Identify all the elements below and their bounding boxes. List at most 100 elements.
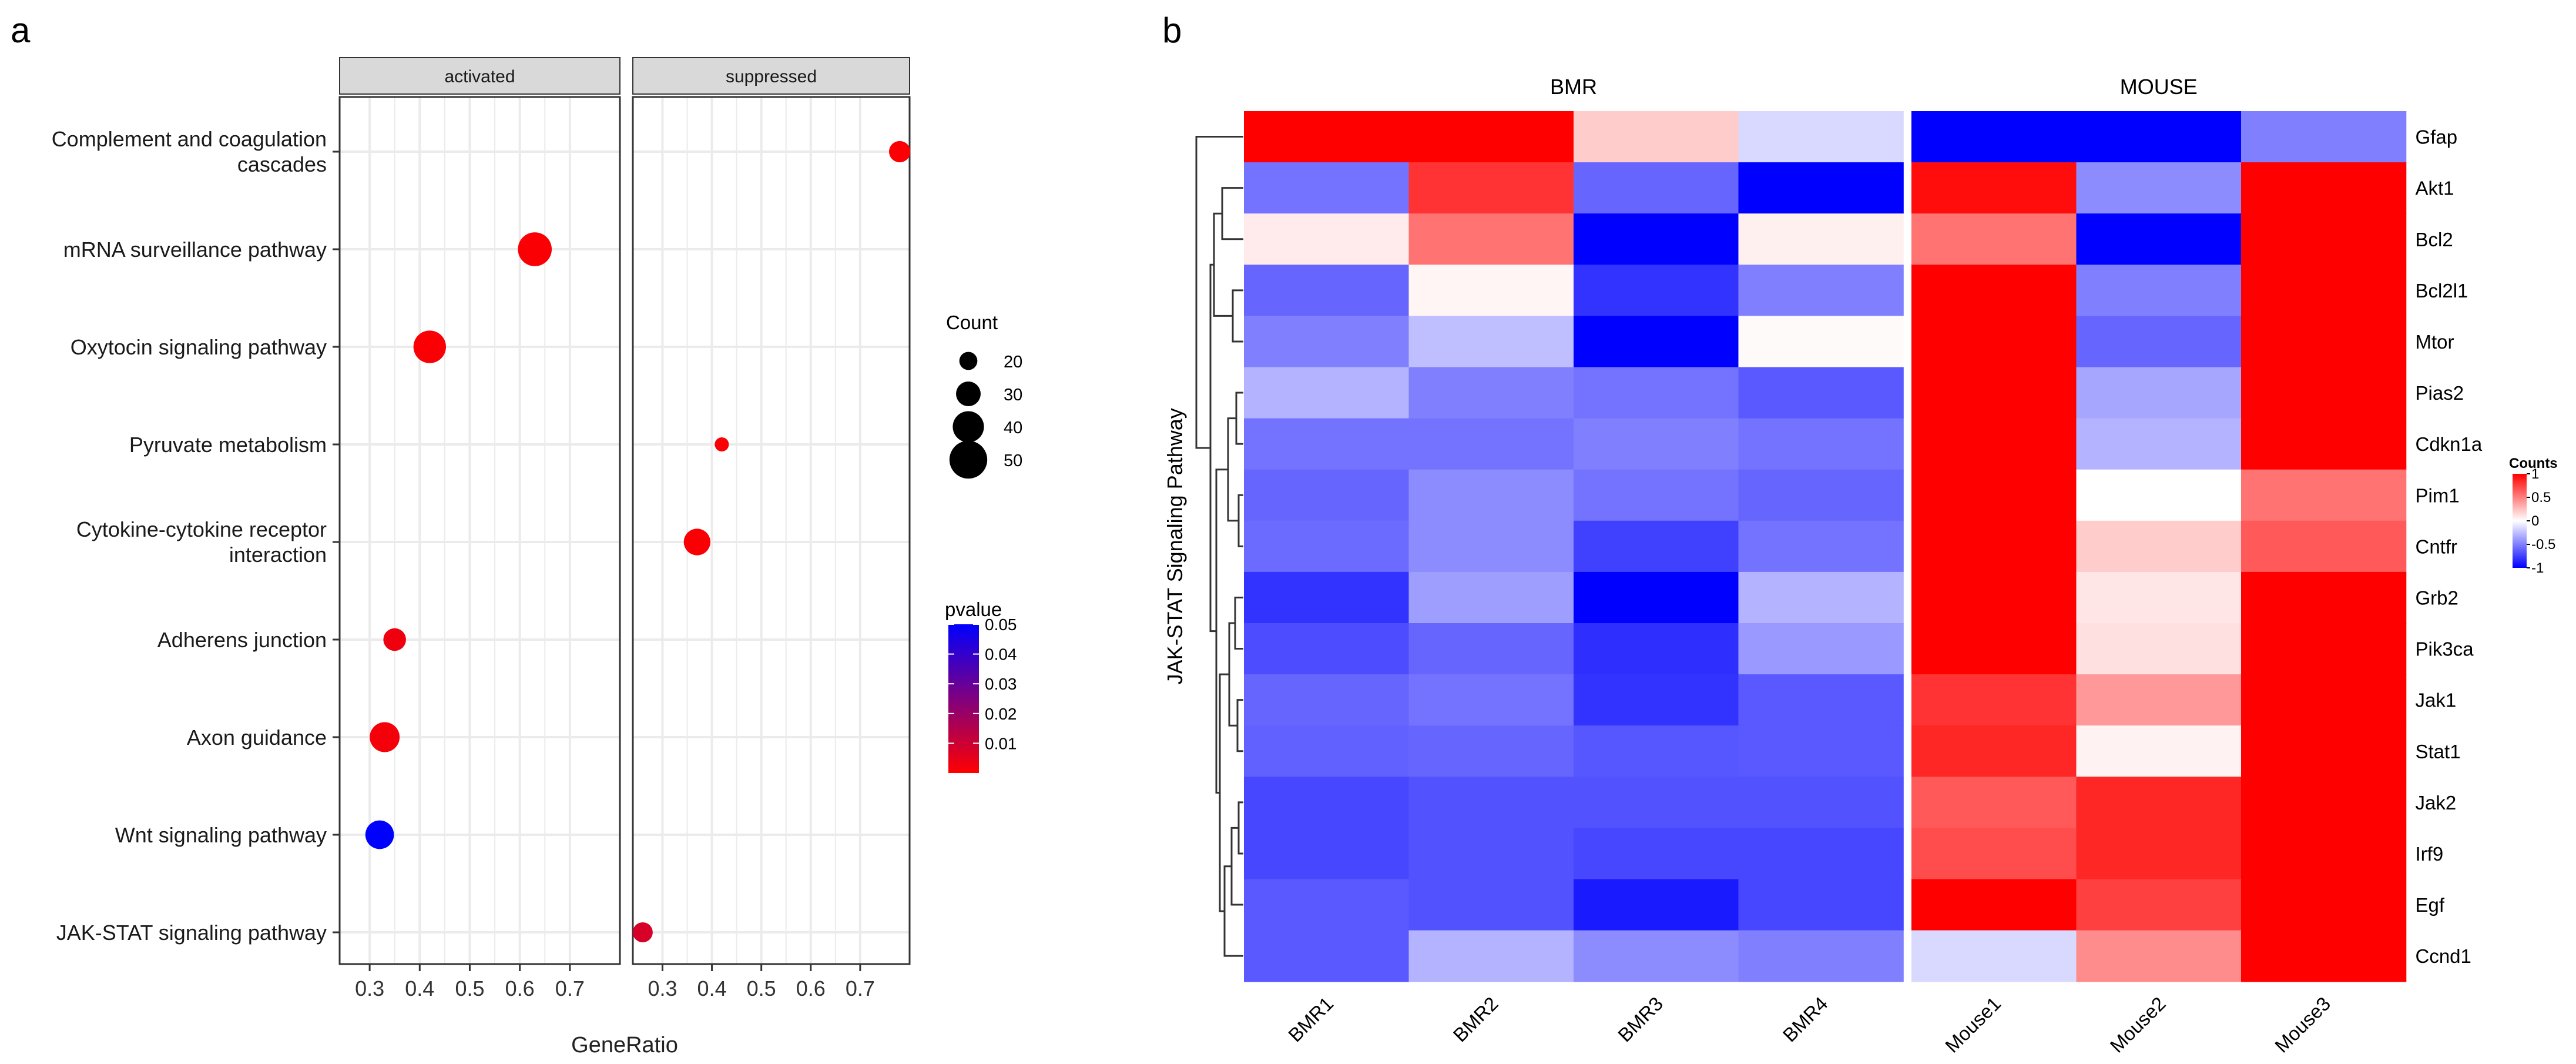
x-tick-label: 0.5 [455,976,484,1001]
gene-label: Mtor [2416,331,2454,353]
dendrogram-link [1235,392,1243,445]
heatmap-cell [1408,469,1574,521]
heatmap-cell [2076,777,2242,829]
heatmap-cell [1574,316,1739,368]
facet-strip [339,57,620,95]
heatmap-cell [1574,623,1739,675]
heatmap-cell [1408,623,1574,675]
dot-point [413,330,447,363]
heatmap-cell [1574,520,1739,573]
gene-label: Irf9 [2416,843,2444,865]
heatmap-cell [1244,725,1410,778]
x-tick-label: 0.3 [648,976,677,1001]
heatmap-cell [1911,265,2077,317]
heatmap-cell [1408,265,1574,317]
heatmap-cell [1244,316,1410,368]
pvalue-legend-title: pvalue [945,598,1002,620]
heatmap-cell [1408,162,1574,214]
sample-label: Mouse3 [2270,992,2334,1056]
heatmap-cell [2076,828,2242,880]
dendrogram-link [1234,596,1243,650]
gene-label: Bcl2l1 [2416,280,2468,302]
dendrogram-link [1236,699,1243,752]
pathway-label: Pyruvate metabolism [129,433,327,457]
x-tick-label: 0.7 [846,976,875,1001]
heatmap-cell [1738,571,1904,624]
count-legend-dot [952,411,984,443]
count-legend-label: 50 [1004,451,1022,470]
gene-label: Ccnd1 [2416,945,2471,967]
heatmap-cell [1738,469,1904,521]
counts-legend-label: 0.5 [2531,490,2551,506]
heatmap-cell [2241,162,2407,214]
heatmap-cell [1408,111,1574,163]
gene-label: Bcl2 [2416,229,2453,250]
dendrogram-link [1195,136,1243,449]
heatmap-cell [2076,520,2242,573]
heatmap-cell [2241,930,2407,982]
heatmap-cell [1911,367,2077,419]
gene-label: Egf [2416,894,2445,916]
dendrogram-link [1228,622,1237,727]
counts-legend: Counts 1 0.5 0 -0.5 -1 [2509,456,2558,576]
heatmap-cell [2241,418,2407,470]
heatmap-cell [1574,265,1739,317]
heatmap-cell [2076,111,2242,163]
heatmap-cell [2241,469,2407,521]
dendrogram-link [1232,289,1243,343]
heatmap-cell [1574,777,1739,829]
heatmap-cell [1244,623,1410,675]
gene-label: Pim1 [2416,484,2460,506]
dendrogram-link [1215,469,1228,794]
heatmap-cell [1574,930,1739,982]
heatmap-cell [1244,828,1410,880]
heatmap-cell [2241,571,2407,624]
dot-point [632,922,653,943]
heatmap-cell [1911,879,2077,931]
heatmap-cell [1244,418,1410,470]
panel-a-dot-plot: a activated 0.3 0.4 0.5 0.6 0.7 suppressed 0.3 0… [11,11,1022,1058]
gene-label: Akt1 [2416,178,2454,199]
heatmap-cell [2241,111,2407,163]
heatmap-cell [1244,930,1410,982]
heatmap-cell [1408,777,1574,829]
heatmap-cell [1574,418,1739,470]
count-legend-dot [959,352,978,370]
dot-point [518,232,552,266]
pathway-label: Axon guidance [187,725,327,750]
dot-point [715,437,729,451]
count-legend-label: 20 [1004,353,1022,372]
facet-strip-label: activated [444,67,515,86]
heatmap-cell [2241,674,2407,726]
gene-label: Cntfr [2416,536,2458,557]
panel-b-letter: b [1162,11,1182,50]
heatmap-cell [1911,777,2077,829]
sample-label: BMR2 [1449,992,1502,1046]
heatmap-cell [1911,316,2077,368]
pvalue-legend-label: 0.05 [985,615,1017,634]
gene-label: Jak1 [2416,690,2457,711]
heatmap-cell [1244,265,1410,317]
dot-point [889,140,911,163]
pvalue-legend-label: 0.01 [985,734,1017,752]
dendrogram-link [1223,865,1243,957]
panel-a-letter: a [11,11,31,50]
heatmap-cell [1738,265,1904,317]
heatmap-cell [2241,265,2407,317]
heatmap-cell [1911,418,2077,470]
dendrogram-link [1237,494,1243,547]
dendrogram-link [1237,801,1243,855]
count-legend-label: 40 [1004,419,1022,437]
heatmap-y-label: JAK-STAT Signaling Pathway [1163,408,1187,684]
heatmap-cell [1574,879,1739,931]
heatmap-cell [1738,674,1904,726]
facet-panel-border [632,96,911,965]
count-legend: Count 20 30 40 50 [946,312,1022,479]
heatmap-cell [1244,162,1410,214]
heatmap-cell [1574,367,1739,419]
x-tick-label: 0.6 [796,976,826,1001]
heatmap-cell [2076,265,2242,317]
heatmap-cell [1738,777,1904,829]
dot-point [383,628,406,651]
